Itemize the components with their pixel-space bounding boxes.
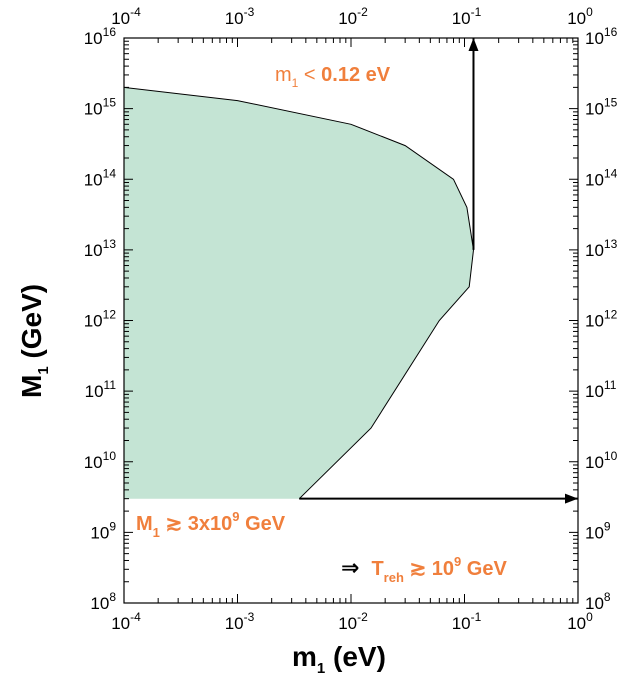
anno-M1-op: ≳ 3x10	[160, 513, 232, 535]
x-tick-label-bottom: 10-1	[452, 610, 482, 633]
y-tick-label-left: 1012	[84, 308, 117, 331]
anno-mass-value: 0.12 eV	[321, 64, 391, 86]
anno-treh-arrow: ⇒	[341, 556, 359, 581]
M1-bound-arrowhead	[565, 493, 578, 504]
anno-mass-sub: 1	[292, 76, 299, 90]
anno-M1-sub: 1	[153, 525, 160, 540]
y-axis-title-rest: (GeV)	[16, 284, 47, 366]
y-tick-label-right: 1016	[585, 25, 618, 48]
allowed-region-layer	[123, 86, 475, 500]
x-tick-label-bottom: 100	[567, 610, 593, 633]
anno-treh-T: T	[371, 558, 383, 580]
x-tick-label-bottom: 10-3	[225, 610, 255, 633]
x-tick-label-bottom: 10-4	[111, 610, 141, 633]
anno-M1-exp: 9	[232, 509, 239, 524]
x-axis-title-rest: (eV)	[325, 641, 386, 672]
y-axis-title-sub: 1	[35, 366, 52, 374]
anno-M1-M: M	[136, 513, 153, 535]
y-tick-label-right: 108	[585, 590, 611, 613]
x-tick-label-top: 10-2	[338, 5, 368, 28]
anno-treh-op: ≳ 10	[404, 558, 454, 580]
y-tick-label-right: 1012	[585, 308, 618, 331]
anno-mass-op: <	[298, 64, 321, 86]
y-tick-label-right: 1015	[585, 96, 618, 119]
annotation-treh-bound: ⇒ Treh ≳ 109 GeV	[341, 554, 507, 585]
y-tick-label-right: 1013	[585, 237, 618, 260]
allowed-region-boundary	[123, 86, 475, 500]
arrow-layer	[299, 38, 578, 504]
y-tick-label-left: 109	[90, 519, 116, 542]
x-axis-title-sub: 1	[317, 660, 325, 677]
annotation-mass-bound: m1 < 0.12 eV	[275, 64, 391, 90]
y-tick-label-left: 1011	[85, 378, 117, 401]
x-tick-label-top: 100	[567, 5, 593, 28]
ticks-layer: 10-410-410-310-310-210-210-110-110010010…	[84, 5, 618, 633]
x-tick-label-bottom: 10-2	[338, 610, 368, 633]
mass-bound-arrowhead	[468, 38, 479, 51]
anno-treh-unit: GeV	[461, 558, 507, 580]
annotation-M1-bound: M1 ≳ 3x109 GeV	[136, 509, 286, 540]
y-tick-label-right: 1011	[585, 378, 617, 401]
y-tick-label-left: 1010	[84, 449, 117, 472]
y-tick-label-right: 1014	[585, 166, 618, 189]
y-axis-title: M1 (GeV)	[16, 284, 52, 398]
y-tick-label-right: 109	[585, 519, 611, 542]
x-tick-label-top: 10-3	[225, 5, 255, 28]
allowed-region-fill	[124, 87, 474, 499]
x-tick-label-top: 10-1	[452, 5, 482, 28]
y-tick-label-left: 1016	[84, 25, 117, 48]
y-tick-label-left: 1013	[84, 237, 117, 260]
y-axis-title-main: M	[16, 375, 47, 398]
y-tick-label-right: 1010	[585, 449, 618, 472]
x-tick-label-top: 10-4	[111, 5, 141, 28]
y-tick-label-left: 1015	[84, 96, 117, 119]
anno-treh-exp: 9	[454, 554, 461, 569]
anno-mass-m: m	[275, 64, 292, 86]
y-tick-label-left: 1014	[84, 166, 117, 189]
x-axis-title: m1 (eV)	[292, 641, 386, 677]
anno-M1-unit: GeV	[240, 513, 286, 535]
x-axis-title-main: m	[292, 641, 317, 672]
y-tick-label-left: 108	[90, 590, 116, 613]
anno-treh-sub: reh	[384, 570, 404, 585]
